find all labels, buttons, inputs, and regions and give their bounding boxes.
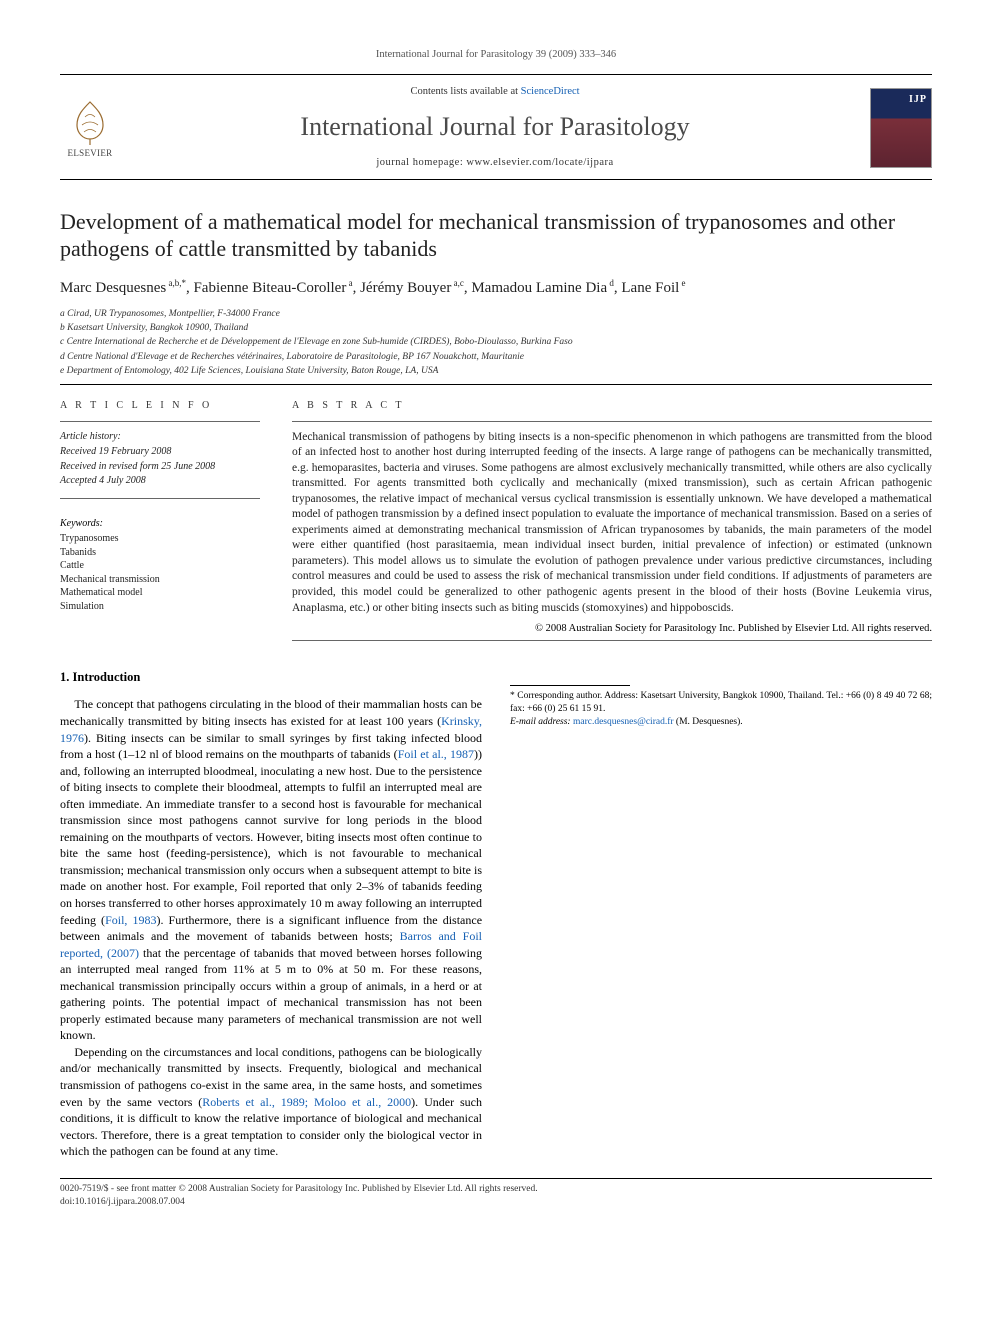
keyword: Simulation <box>60 600 260 614</box>
elsevier-tree-icon <box>65 97 115 147</box>
page-footer: 0020-7519/$ - see front matter © 2008 Au… <box>60 1178 932 1209</box>
keyword: Trypanosomes <box>60 532 260 546</box>
email-line: E-mail address: marc.desquesnes@cirad.fr… <box>510 716 932 729</box>
affiliation: a Cirad, UR Trypanosomes, Montpellier, F… <box>60 308 932 321</box>
info-rule <box>60 421 260 422</box>
masthead: ELSEVIER Contents lists available at Sci… <box>60 75 932 178</box>
article-info-heading: A R T I C L E I N F O <box>60 399 260 413</box>
homepage-url: www.elsevier.com/locate/ijpara <box>466 157 613 168</box>
email-label: E-mail address: <box>510 717 573 727</box>
history-item: Accepted 4 July 2008 <box>60 474 260 488</box>
footnotes: * Corresponding author. Address: Kasetsa… <box>510 690 932 728</box>
journal-title: International Journal for Parasitology <box>138 109 852 144</box>
homepage-line: journal homepage: www.elsevier.com/locat… <box>138 156 852 170</box>
footnote-rule <box>510 685 630 686</box>
contents-line: Contents lists available at ScienceDirec… <box>138 85 852 99</box>
email-who: (M. Desquesnes). <box>674 717 743 727</box>
body-columns: 1. Introduction The concept that pathoge… <box>60 669 932 1160</box>
corresponding-author-note: * Corresponding author. Address: Kasetsa… <box>510 690 932 716</box>
keyword: Mathematical model <box>60 586 260 600</box>
affiliation: d Centre National d'Elevage et de Recher… <box>60 351 932 364</box>
body-paragraph: Depending on the circumstances and local… <box>60 1044 482 1160</box>
citation-link[interactable]: Foil, 1983 <box>105 913 156 927</box>
article-title: Development of a mathematical model for … <box>60 208 932 263</box>
abstract-rule <box>292 421 932 422</box>
body-text: )) and, following an interrupted bloodme… <box>60 747 482 926</box>
masthead-bottom-rule <box>60 179 932 180</box>
body-text: The concept that pathogens circulating i… <box>60 697 482 728</box>
running-head: International Journal for Parasitology 3… <box>60 48 932 62</box>
author-list: Marc Desquesnes a,b,*, Fabienne Biteau-C… <box>60 277 932 298</box>
body-paragraph: The concept that pathogens circulating i… <box>60 696 482 1043</box>
abstract-copyright: © 2008 Australian Society for Parasitolo… <box>292 622 932 636</box>
keyword: Tabanids <box>60 546 260 560</box>
info-rule <box>60 498 260 499</box>
sciencedirect-link[interactable]: ScienceDirect <box>521 86 580 97</box>
body-text: that the percentage of tabanids that mov… <box>60 946 482 1043</box>
affiliations: a Cirad, UR Trypanosomes, Montpellier, F… <box>60 308 932 378</box>
citation-link[interactable]: Foil et al., 1987 <box>398 747 474 761</box>
abstract-bottom-rule <box>292 640 932 641</box>
abstract-text: Mechanical transmission of pathogens by … <box>292 430 932 616</box>
keyword: Cattle <box>60 559 260 573</box>
contents-prefix: Contents lists available at <box>410 86 520 97</box>
abstract-heading: A B S T R A C T <box>292 399 932 413</box>
history-head: Article history: <box>60 430 260 444</box>
keyword: Mechanical transmission <box>60 573 260 587</box>
journal-cover-thumb <box>870 88 932 168</box>
author-email[interactable]: marc.desquesnes@cirad.fr <box>573 717 674 727</box>
keywords-head: Keywords: <box>60 517 260 531</box>
publisher-logo: ELSEVIER <box>60 94 120 162</box>
affiliation: c Centre International de Recherche et d… <box>60 336 932 349</box>
affiliation: e Department of Entomology, 402 Life Sci… <box>60 365 932 378</box>
homepage-prefix: journal homepage: <box>376 157 466 168</box>
section-heading: 1. Introduction <box>60 669 482 686</box>
article-info-column: A R T I C L E I N F O Article history: R… <box>60 399 260 641</box>
affiliation: b Kasetsart University, Bangkok 10900, T… <box>60 322 932 335</box>
abstract-column: A B S T R A C T Mechanical transmission … <box>292 399 932 641</box>
footer-doi: doi:10.1016/j.ijpara.2008.07.004 <box>60 1196 932 1209</box>
citation-link[interactable]: Roberts et al., 1989; Moloo et al., 2000 <box>202 1095 411 1109</box>
history-item: Received in revised form 25 June 2008 <box>60 460 260 474</box>
footer-copyright: 0020-7519/$ - see front matter © 2008 Au… <box>60 1183 932 1196</box>
publisher-brand: ELSEVIER <box>68 147 113 159</box>
history-item: Received 19 February 2008 <box>60 445 260 459</box>
